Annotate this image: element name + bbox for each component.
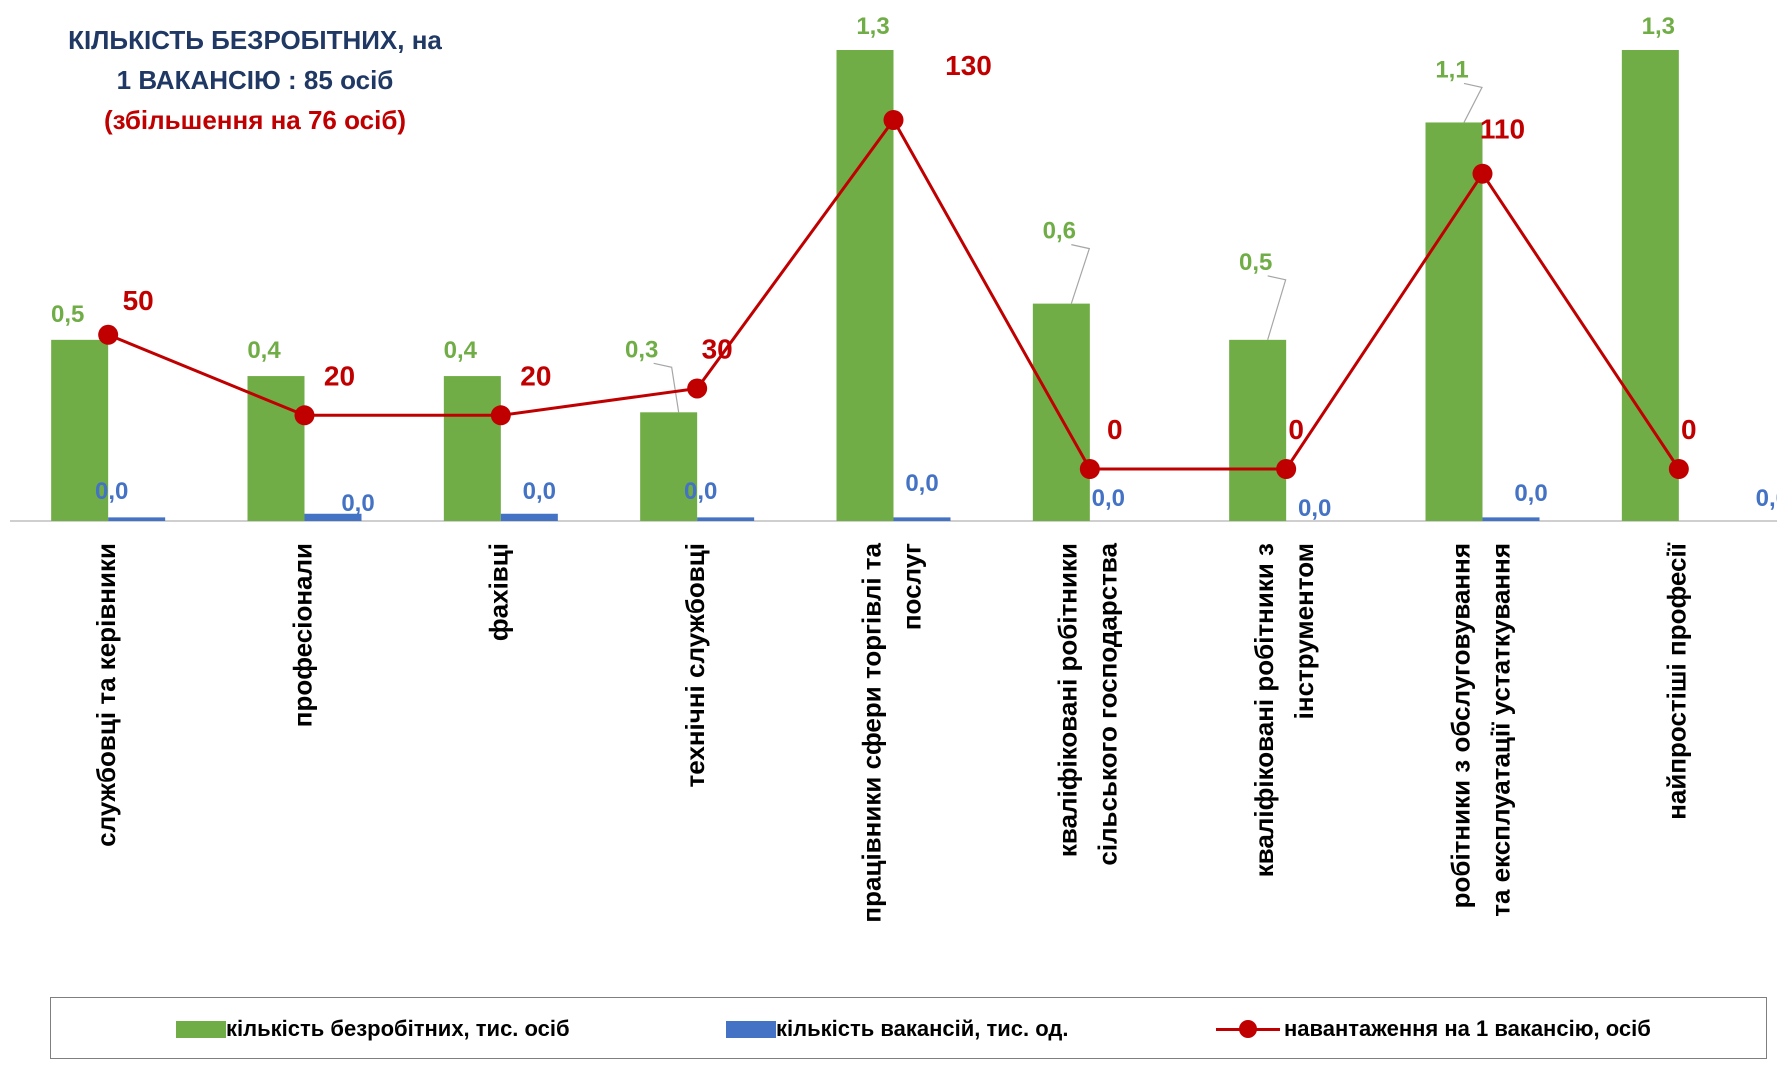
bar-vacancies [1482, 517, 1540, 521]
marker-load [294, 405, 315, 426]
data-label-unemployed: 0,6 [1043, 218, 1076, 245]
marker-load [1079, 459, 1100, 479]
data-label-vacancies: 0,0 [341, 490, 374, 517]
data-label-unemployed: 1,3 [856, 13, 889, 40]
legend-swatch-unemployed [176, 1020, 226, 1038]
legend-marker-load [1216, 1019, 1280, 1039]
legend-item-vacancies: кількість вакансій, тис. од. [726, 1016, 1068, 1042]
data-label-unemployed: 0,5 [51, 301, 84, 328]
marker-load [1472, 163, 1493, 184]
data-label-load: 20 [324, 360, 355, 391]
marker-load [687, 378, 708, 399]
data-label-vacancies: 0,0 [1756, 485, 1777, 512]
x-tick-label: професіонали [287, 543, 317, 727]
x-tick-label: та експлуатації устаткування [1485, 543, 1515, 917]
marker-load [883, 110, 904, 130]
data-label-vacancies: 0,0 [684, 478, 717, 505]
x-tick-label: кваліфіковані робітники з [1249, 543, 1279, 877]
marker-load [1276, 459, 1297, 479]
legend-label-unemployed: кількість безробітних, тис. осіб [226, 1016, 570, 1041]
bar-vacancies [697, 517, 755, 521]
data-label-unemployed: 1,3 [1642, 13, 1675, 40]
data-label-unemployed: 1,1 [1435, 56, 1468, 83]
legend-label-load: навантаження на 1 вакансію, осіб [1284, 1016, 1651, 1041]
chart-title: КІЛЬКІСТЬ БЕЗРОБІТНИХ, на 1 ВАКАНСІЮ : 8… [20, 20, 490, 140]
data-label-vacancies: 0,0 [1092, 485, 1125, 512]
data-label-vacancies: 0,0 [905, 470, 938, 497]
data-label-unemployed: 0,5 [1239, 249, 1272, 276]
data-label-vacancies: 0,0 [523, 478, 556, 505]
bar-unemployed [443, 376, 501, 521]
x-tick-label: інструментом [1289, 543, 1319, 719]
x-tick-label: сільського господарства [1093, 542, 1123, 865]
data-label-load: 0 [1681, 414, 1697, 445]
data-label-unemployed: 0,4 [444, 337, 478, 364]
chart-legend: кількість безробітних, тис. осіб кількіс… [50, 997, 1767, 1059]
bar-unemployed [247, 376, 305, 521]
data-label-load: 130 [945, 50, 992, 81]
data-label-vacancies: 0,0 [95, 478, 128, 505]
data-label-load: 20 [520, 360, 551, 391]
data-label-load: 30 [702, 333, 733, 364]
x-tick-label: послуг [896, 543, 926, 630]
data-label-load: 110 [1480, 114, 1525, 145]
leader-line [653, 362, 680, 413]
leader-line [1070, 244, 1091, 304]
x-tick-label: робітники з обслуговування [1445, 543, 1475, 908]
data-label-vacancies: 0,0 [1298, 495, 1331, 522]
data-label-unemployed: 0,4 [247, 337, 281, 364]
marker-load [490, 405, 511, 426]
bar-unemployed [1425, 122, 1483, 521]
bar-unemployed [640, 412, 698, 521]
marker-load [1668, 459, 1689, 479]
x-tick-label: службовці та керівники [91, 543, 121, 847]
title-line-1: КІЛЬКІСТЬ БЕЗРОБІТНИХ, на [68, 25, 442, 55]
x-tick-label: кваліфіковані робітники [1053, 543, 1083, 857]
legend-item-unemployed: кількість безробітних, тис. осіб [176, 1016, 570, 1042]
bar-vacancies [304, 513, 362, 521]
bar-unemployed [836, 50, 894, 521]
x-tick-label: працівники сфери торгівлі та [856, 542, 886, 922]
title-line-3: (збільшення на 76 осіб) [103, 105, 407, 135]
x-tick-label: найпростіші професії [1662, 542, 1692, 819]
data-label-load: 50 [123, 285, 154, 316]
bar-vacancies [108, 517, 166, 521]
x-tick-label: технічні службовці [680, 543, 710, 787]
data-label-load: 0 [1107, 414, 1123, 445]
legend-label-vacancies: кількість вакансій, тис. од. [776, 1016, 1069, 1041]
leader-line [1267, 275, 1287, 341]
title-line-2: 1 ВАКАНСІЮ : 85 осіб [116, 65, 394, 95]
x-tick-label: фахівці [484, 543, 514, 641]
bar-unemployed [1032, 303, 1090, 521]
bar-vacancies [500, 513, 558, 521]
marker-load [98, 324, 119, 345]
bar-unemployed [1229, 339, 1287, 521]
bar-unemployed [51, 339, 109, 521]
legend-item-load: навантаження на 1 вакансію, осіб [1216, 1016, 1651, 1042]
bar-unemployed [1621, 50, 1679, 521]
data-label-vacancies: 0,0 [1514, 480, 1547, 507]
legend-swatch-vacancies [726, 1020, 776, 1038]
bar-vacancies [893, 517, 951, 521]
data-label-unemployed: 0,3 [625, 336, 658, 363]
data-label-load: 0 [1288, 414, 1304, 445]
leader-line [1463, 82, 1483, 123]
